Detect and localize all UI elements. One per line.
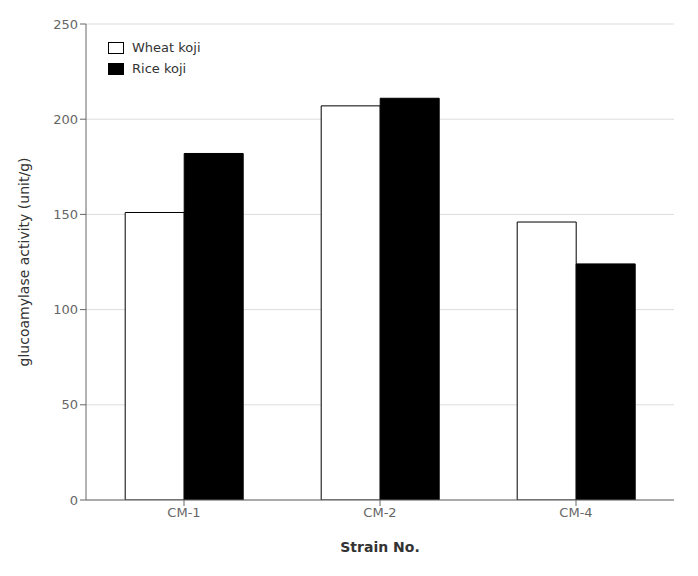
- svg-text:100: 100: [53, 302, 78, 317]
- svg-text:250: 250: [53, 17, 78, 32]
- svg-text:200: 200: [53, 112, 78, 127]
- svg-text:CM-4: CM-4: [559, 505, 592, 520]
- html-text:Wheat koji: Wheat koji: [132, 40, 201, 55]
- svg-text:CM-2: CM-2: [363, 505, 396, 520]
- svg-text:50: 50: [61, 397, 78, 412]
- svg-text:CM-1: CM-1: [167, 505, 200, 520]
- svg-text:0: 0: [70, 493, 78, 508]
- html-text:Rice koji: Rice koji: [132, 61, 187, 76]
- svg-text:glucoamylase activity (unit/g): glucoamylase activity (unit/g): [16, 158, 32, 367]
- svg-text:150: 150: [53, 207, 78, 222]
- svg-text:Strain No.: Strain No.: [340, 539, 419, 555]
